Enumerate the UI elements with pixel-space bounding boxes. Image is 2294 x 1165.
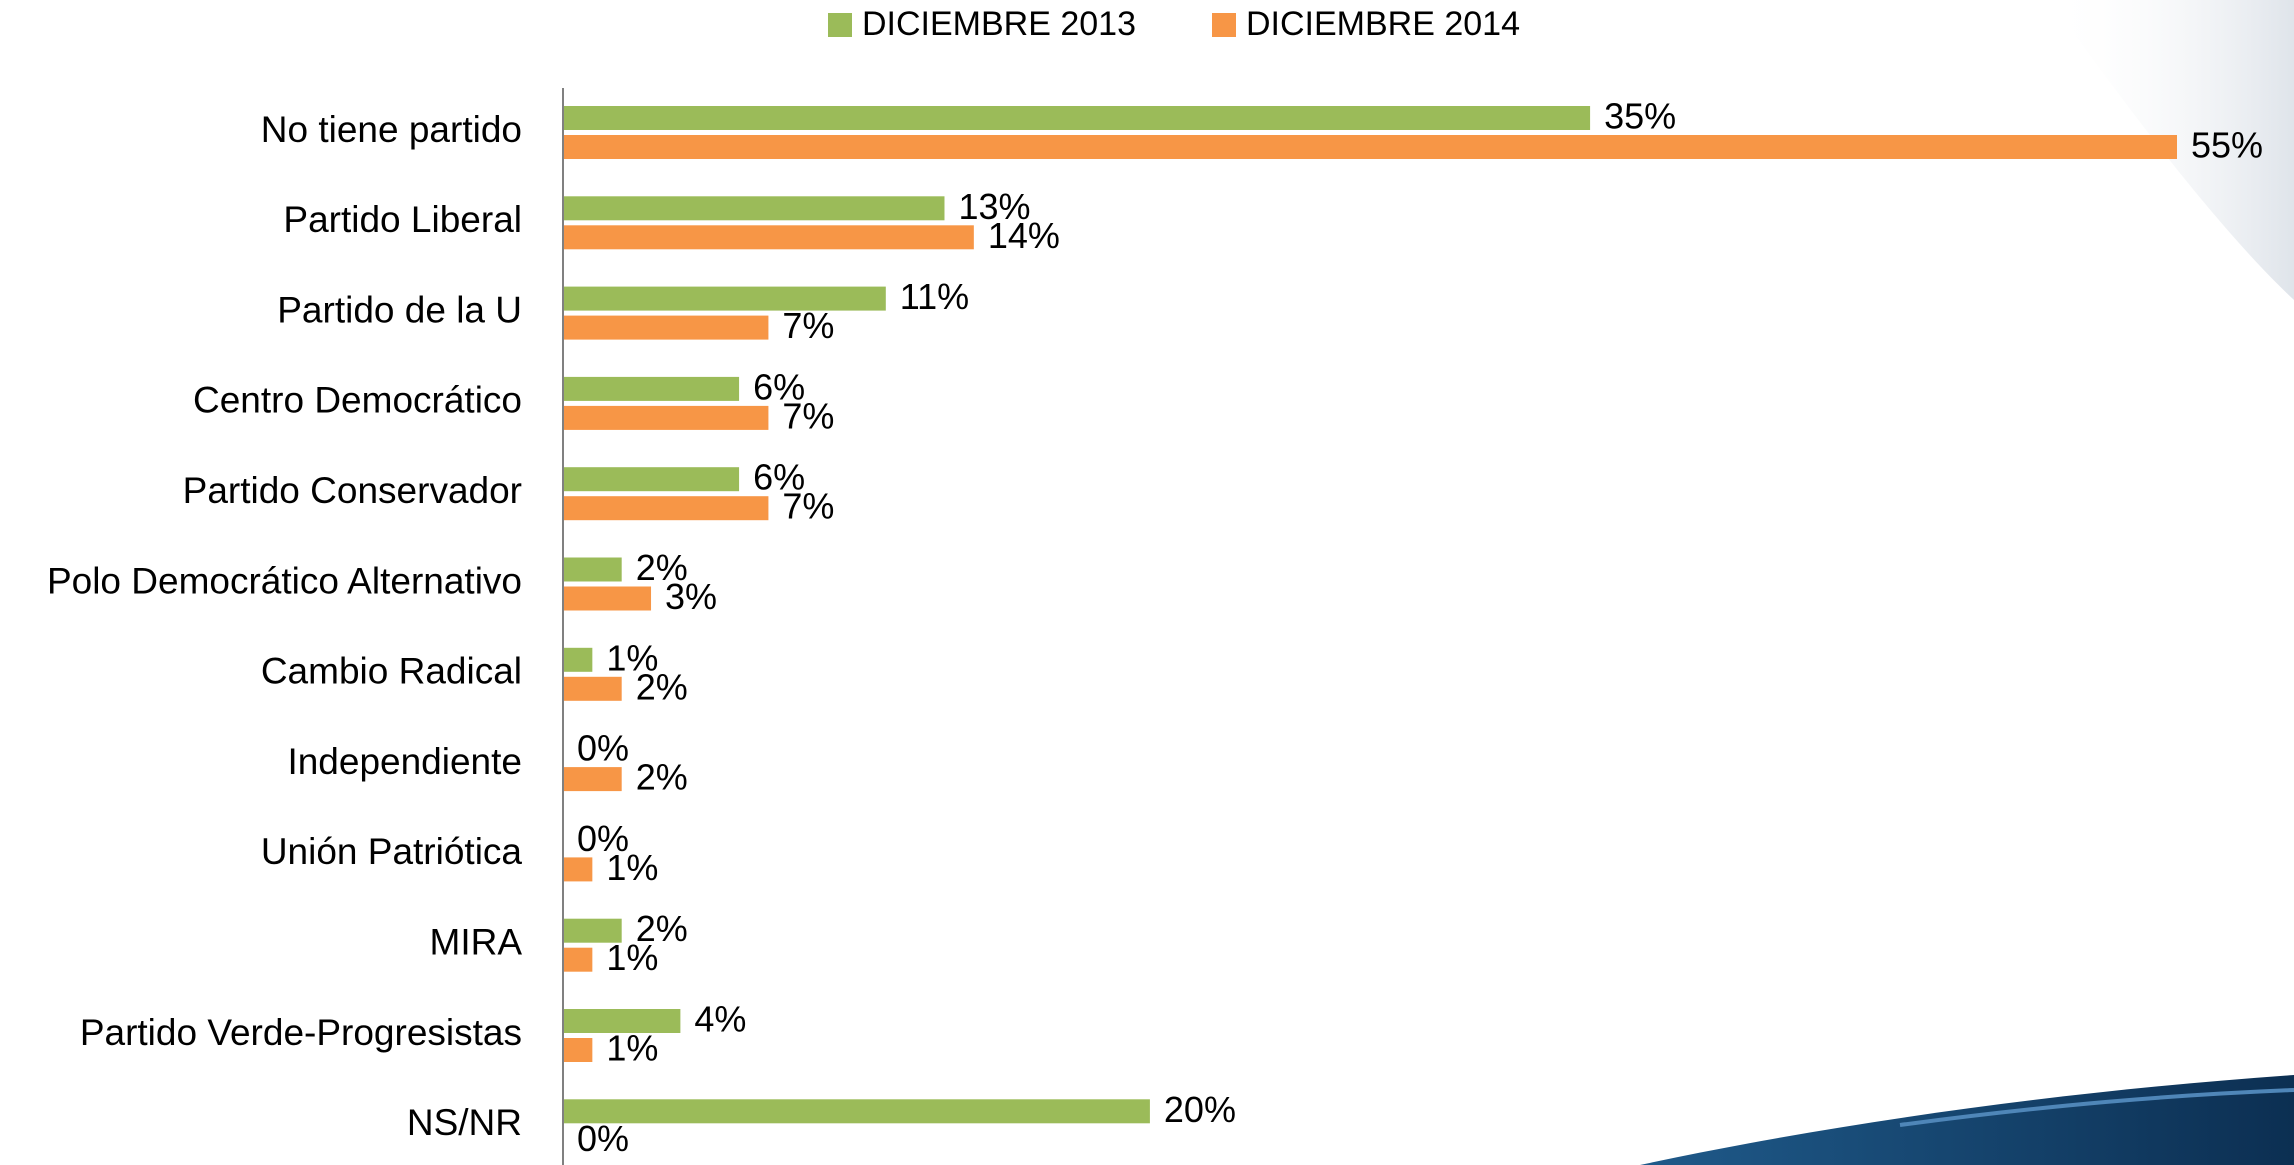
category-label: Independiente	[287, 741, 522, 782]
bar	[563, 315, 769, 340]
category-label: Partido Liberal	[283, 199, 522, 240]
bar	[563, 767, 622, 792]
bar	[563, 557, 622, 582]
value-label: 35%	[1604, 96, 1676, 137]
bar	[563, 586, 652, 611]
bar	[563, 405, 769, 430]
category-label: Polo Democrático Alternativo	[47, 560, 522, 601]
value-label: 1%	[606, 637, 658, 678]
category-label: Centro Democrático	[193, 380, 522, 421]
value-label: 0%	[577, 728, 629, 769]
value-label: 2%	[636, 757, 688, 798]
value-label: 11%	[900, 276, 969, 317]
value-label: 1%	[606, 937, 658, 978]
value-label: 3%	[665, 576, 717, 617]
value-label: 7%	[782, 486, 834, 527]
plot-area: DICIEMBRE 2013 DICIEMBRE 2014 No tiene par…	[47, 5, 2263, 1165]
value-label: 7%	[782, 305, 834, 346]
bar	[563, 918, 622, 943]
value-label: 1%	[606, 847, 658, 888]
bar	[563, 135, 2177, 159]
legend-label: DICIEMBRE 2014	[1246, 5, 1520, 43]
legend-label: DICIEMBRE 2013	[862, 5, 1136, 43]
legend-swatch	[1212, 13, 1236, 37]
bar	[563, 106, 1591, 130]
value-label: 2%	[636, 547, 688, 588]
category-label: Cambio Radical	[261, 651, 522, 692]
bar	[563, 857, 593, 882]
bar	[563, 1099, 1150, 1124]
bar	[563, 947, 593, 972]
bar	[563, 225, 974, 250]
value-label: 20%	[1164, 1089, 1236, 1130]
category-label: No tiene partido	[261, 109, 522, 150]
background-swoosh-line	[1899, 1088, 2294, 1127]
category-label: NS/NR	[407, 1102, 522, 1143]
bar	[563, 196, 945, 221]
bar	[563, 676, 622, 701]
value-label: 7%	[782, 395, 834, 436]
value-label: 0%	[577, 818, 629, 859]
value-label: 13%	[958, 186, 1030, 227]
bar	[563, 496, 769, 521]
category-label: Unión Patriótica	[261, 831, 523, 872]
background-swoosh	[1640, 1075, 2294, 1165]
value-label: 2%	[636, 666, 688, 707]
bar	[563, 647, 593, 672]
value-label: 4%	[694, 999, 746, 1040]
bar	[563, 286, 886, 311]
value-label: 6%	[753, 366, 805, 407]
value-label: 0%	[577, 1118, 629, 1159]
value-label: 1%	[606, 1028, 658, 1069]
bar	[563, 1038, 593, 1062]
category-label: Partido de la U	[277, 289, 522, 330]
category-label: Partido Conservador	[183, 470, 522, 511]
value-label: 55%	[2191, 125, 2263, 166]
value-label: 14%	[988, 215, 1060, 256]
bar	[563, 1009, 681, 1033]
category-label: MIRA	[430, 921, 523, 962]
value-label: 6%	[753, 457, 805, 498]
bar	[563, 376, 740, 401]
legend-swatch	[828, 13, 852, 37]
bar	[563, 467, 740, 492]
category-label: Partido Verde-Progresistas	[80, 1012, 522, 1053]
value-label: 2%	[636, 908, 688, 949]
